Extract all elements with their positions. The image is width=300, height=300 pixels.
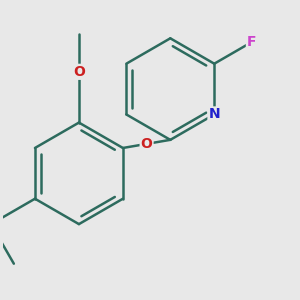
Text: F: F bbox=[247, 35, 256, 49]
Text: N: N bbox=[208, 107, 220, 122]
Text: O: O bbox=[73, 65, 85, 79]
Text: O: O bbox=[141, 137, 152, 151]
